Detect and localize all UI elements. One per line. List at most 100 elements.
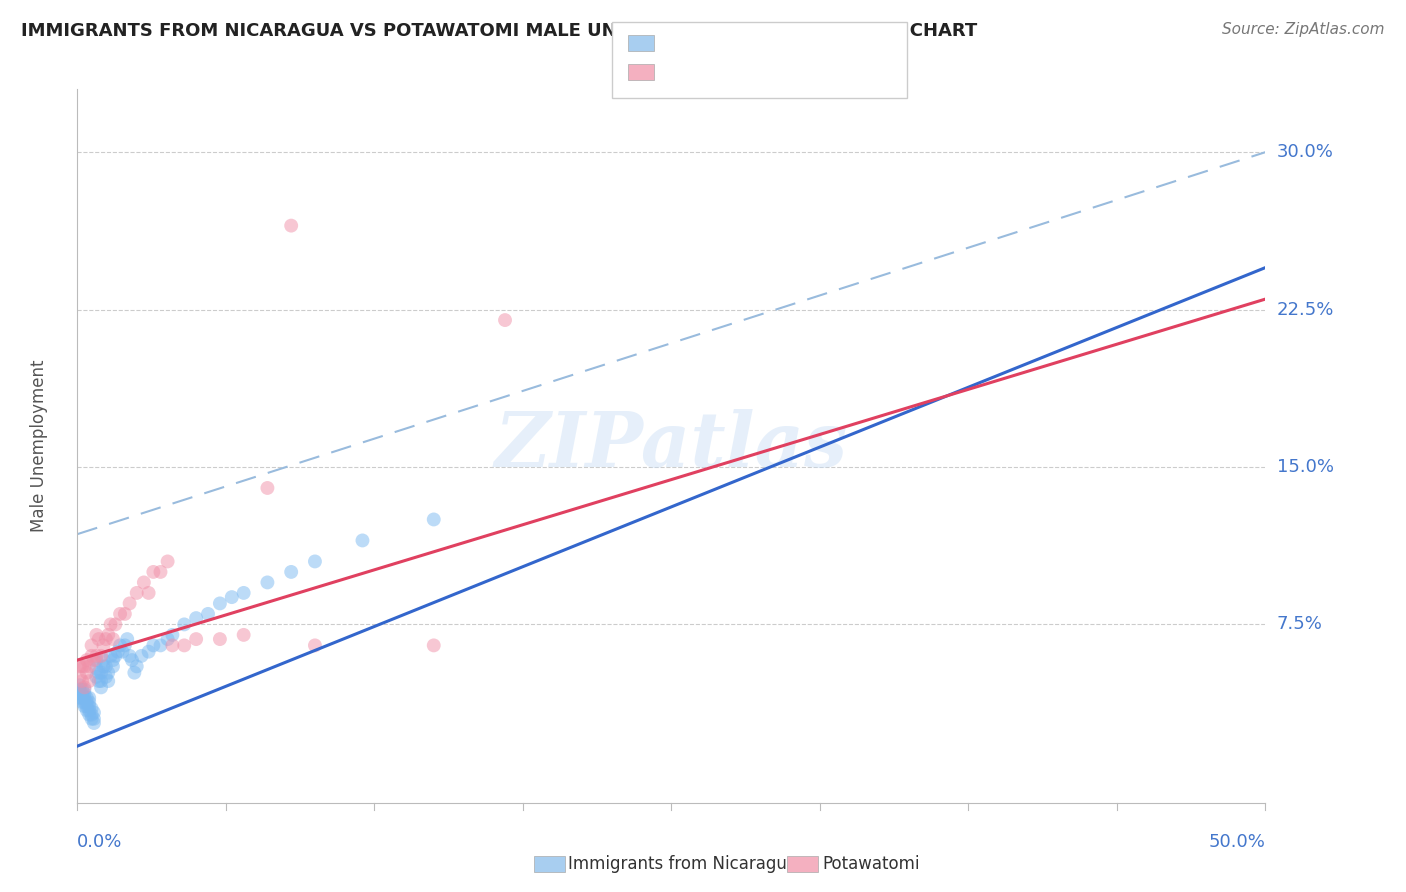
Point [104, 648, 127, 663]
Point [73, 687, 96, 701]
Point [256, 481, 278, 495]
Point [93, 639, 115, 653]
Point [80, 639, 103, 653]
Point [77, 674, 100, 689]
Point [142, 565, 165, 579]
Point [86, 661, 108, 675]
Text: IMMIGRANTS FROM NICARAGUA VS POTAWATOMI MALE UNEMPLOYMENT CORRELATION CHART: IMMIGRANTS FROM NICARAGUA VS POTAWATOMI … [21, 22, 977, 40]
Point [108, 639, 131, 653]
Point [86, 648, 108, 663]
Point [86, 670, 108, 684]
Point [80, 701, 103, 715]
Point [80, 707, 103, 722]
Point [156, 554, 179, 568]
Point [76, 695, 98, 709]
Point [76, 690, 98, 705]
Point [186, 611, 208, 625]
Point [87, 674, 110, 689]
Point [87, 632, 110, 646]
Point [94, 670, 117, 684]
Point [70, 687, 93, 701]
Point [423, 639, 446, 653]
Point [69, 690, 91, 705]
Point [73, 682, 96, 697]
Point [186, 632, 208, 646]
Point [125, 659, 148, 673]
Point [83, 716, 105, 731]
Text: 50.0%: 50.0% [1209, 833, 1265, 851]
Point [124, 665, 146, 680]
Point [76, 703, 98, 717]
Point [93, 659, 115, 673]
Point [73, 659, 96, 673]
Point [83, 706, 105, 720]
Point [94, 659, 117, 673]
Point [494, 313, 516, 327]
Point [73, 681, 96, 695]
Point [423, 512, 446, 526]
Point [138, 586, 160, 600]
Point [70, 690, 93, 705]
Point [93, 653, 115, 667]
Point [173, 639, 195, 653]
Point [86, 653, 108, 667]
Text: Immigrants from Nicaragua: Immigrants from Nicaragua [568, 855, 797, 873]
Point [114, 607, 136, 621]
Point [77, 699, 100, 714]
Text: 15.0%: 15.0% [1277, 458, 1333, 476]
Point [97, 628, 120, 642]
Point [100, 648, 122, 663]
Point [125, 586, 148, 600]
Text: 22.5%: 22.5% [1277, 301, 1334, 318]
Point [280, 219, 302, 233]
Point [86, 628, 108, 642]
Point [70, 682, 93, 697]
Point [76, 699, 98, 714]
Point [111, 645, 134, 659]
Point [132, 575, 155, 590]
Point [87, 665, 110, 680]
Point [114, 639, 136, 653]
Point [208, 632, 231, 646]
Point [69, 678, 91, 692]
Point [121, 653, 143, 667]
Point [115, 632, 138, 646]
Point [256, 575, 278, 590]
Point [77, 690, 100, 705]
Point [69, 670, 91, 684]
Point [221, 590, 243, 604]
Text: 7.5%: 7.5% [1277, 615, 1323, 633]
Point [107, 645, 129, 659]
Point [77, 659, 100, 673]
Point [97, 674, 120, 689]
Point [80, 648, 103, 663]
Point [90, 674, 112, 689]
Point [142, 639, 165, 653]
Point [76, 653, 98, 667]
Point [100, 617, 122, 632]
Point [77, 703, 100, 717]
Point [138, 645, 160, 659]
Point [162, 628, 184, 642]
Point [118, 596, 141, 610]
Text: 0.0%: 0.0% [77, 833, 122, 851]
Text: 30.0%: 30.0% [1277, 143, 1333, 161]
Point [304, 639, 326, 653]
Point [304, 554, 326, 568]
Point [149, 639, 172, 653]
Point [69, 687, 91, 701]
Point [80, 712, 103, 726]
Point [162, 639, 184, 653]
Point [173, 617, 195, 632]
Point [83, 712, 105, 726]
Point [70, 674, 93, 689]
Point [77, 707, 100, 722]
Text: Potawatomi: Potawatomi [823, 855, 920, 873]
Point [232, 586, 254, 600]
Point [73, 690, 96, 705]
Point [73, 699, 96, 714]
Point [280, 565, 302, 579]
Point [77, 695, 100, 709]
Point [76, 665, 98, 680]
Point [69, 682, 91, 697]
